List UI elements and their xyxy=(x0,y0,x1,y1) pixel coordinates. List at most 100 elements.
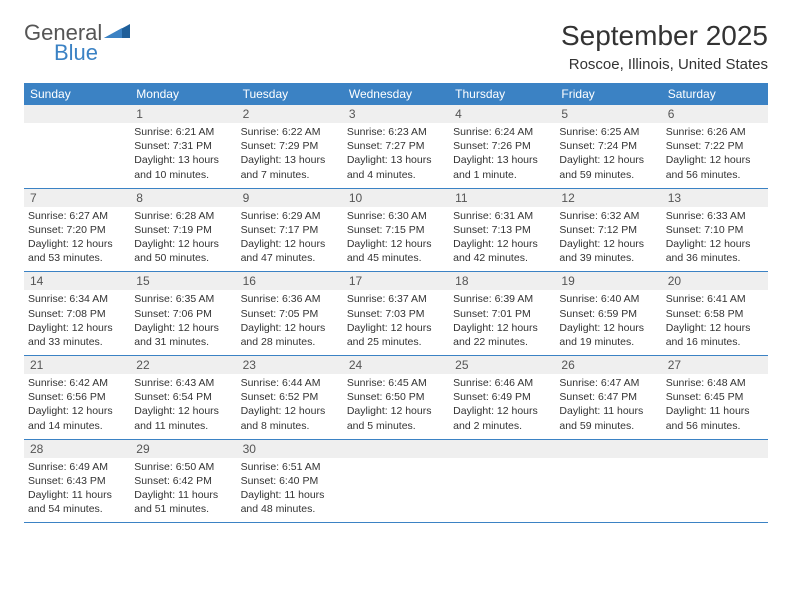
day-cell: Sunrise: 6:39 AMSunset: 7:01 PMDaylight:… xyxy=(449,290,555,355)
day-number xyxy=(555,440,661,458)
day-cell xyxy=(662,458,768,523)
sunrise-text: Sunrise: 6:39 AM xyxy=(453,292,551,306)
day-number: 3 xyxy=(343,105,449,123)
sunset-text: Sunset: 6:56 PM xyxy=(28,390,126,404)
daylight-text: Daylight: 11 hours and 54 minutes. xyxy=(28,488,126,516)
sunset-text: Sunset: 7:19 PM xyxy=(134,223,232,237)
day-number xyxy=(24,105,130,123)
sunrise-text: Sunrise: 6:41 AM xyxy=(666,292,764,306)
day-number: 23 xyxy=(237,356,343,374)
daylight-text: Daylight: 12 hours and 11 minutes. xyxy=(134,404,232,432)
day-number xyxy=(343,440,449,458)
day-cell: Sunrise: 6:44 AMSunset: 6:52 PMDaylight:… xyxy=(237,374,343,439)
sunset-text: Sunset: 7:29 PM xyxy=(241,139,339,153)
sunset-text: Sunset: 7:01 PM xyxy=(453,307,551,321)
daylight-text: Daylight: 12 hours and 39 minutes. xyxy=(559,237,657,265)
sunset-text: Sunset: 6:45 PM xyxy=(666,390,764,404)
sunset-text: Sunset: 7:17 PM xyxy=(241,223,339,237)
daylight-text: Daylight: 12 hours and 25 minutes. xyxy=(347,321,445,349)
day-cell: Sunrise: 6:48 AMSunset: 6:45 PMDaylight:… xyxy=(662,374,768,439)
day-number: 27 xyxy=(662,356,768,374)
day-cell: Sunrise: 6:21 AMSunset: 7:31 PMDaylight:… xyxy=(130,123,236,188)
dow-sunday: Sunday xyxy=(24,83,130,105)
day-number: 21 xyxy=(24,356,130,374)
day-cell: Sunrise: 6:24 AMSunset: 7:26 PMDaylight:… xyxy=(449,123,555,188)
day-cell xyxy=(343,458,449,523)
sunrise-text: Sunrise: 6:23 AM xyxy=(347,125,445,139)
week-row: Sunrise: 6:27 AMSunset: 7:20 PMDaylight:… xyxy=(24,207,768,273)
daylight-text: Daylight: 12 hours and 33 minutes. xyxy=(28,321,126,349)
day-cell: Sunrise: 6:32 AMSunset: 7:12 PMDaylight:… xyxy=(555,207,661,272)
sunrise-text: Sunrise: 6:28 AM xyxy=(134,209,232,223)
calendar-page: General Blue September 2025 Roscoe, Illi… xyxy=(0,0,792,543)
day-cell: Sunrise: 6:40 AMSunset: 6:59 PMDaylight:… xyxy=(555,290,661,355)
day-cell: Sunrise: 6:41 AMSunset: 6:58 PMDaylight:… xyxy=(662,290,768,355)
day-cell: Sunrise: 6:43 AMSunset: 6:54 PMDaylight:… xyxy=(130,374,236,439)
day-number: 15 xyxy=(130,272,236,290)
sunset-text: Sunset: 6:52 PM xyxy=(241,390,339,404)
sunset-text: Sunset: 6:58 PM xyxy=(666,307,764,321)
day-cell xyxy=(555,458,661,523)
day-number: 16 xyxy=(237,272,343,290)
sunrise-text: Sunrise: 6:29 AM xyxy=(241,209,339,223)
calendar-grid: Sunday Monday Tuesday Wednesday Thursday… xyxy=(24,83,768,523)
sunrise-text: Sunrise: 6:44 AM xyxy=(241,376,339,390)
sunset-text: Sunset: 7:06 PM xyxy=(134,307,232,321)
day-cell: Sunrise: 6:37 AMSunset: 7:03 PMDaylight:… xyxy=(343,290,449,355)
daylight-text: Daylight: 12 hours and 22 minutes. xyxy=(453,321,551,349)
day-number: 30 xyxy=(237,440,343,458)
day-number xyxy=(662,440,768,458)
dow-saturday: Saturday xyxy=(662,83,768,105)
day-number-row: 21222324252627 xyxy=(24,356,768,374)
daylight-text: Daylight: 13 hours and 10 minutes. xyxy=(134,153,232,181)
daylight-text: Daylight: 12 hours and 19 minutes. xyxy=(559,321,657,349)
sunrise-text: Sunrise: 6:24 AM xyxy=(453,125,551,139)
daylight-text: Daylight: 12 hours and 2 minutes. xyxy=(453,404,551,432)
day-cell: Sunrise: 6:47 AMSunset: 6:47 PMDaylight:… xyxy=(555,374,661,439)
sunset-text: Sunset: 7:03 PM xyxy=(347,307,445,321)
day-number: 29 xyxy=(130,440,236,458)
day-cell: Sunrise: 6:35 AMSunset: 7:06 PMDaylight:… xyxy=(130,290,236,355)
week-row: Sunrise: 6:49 AMSunset: 6:43 PMDaylight:… xyxy=(24,458,768,524)
sunset-text: Sunset: 7:22 PM xyxy=(666,139,764,153)
day-number: 1 xyxy=(130,105,236,123)
day-number: 8 xyxy=(130,189,236,207)
daylight-text: Daylight: 12 hours and 53 minutes. xyxy=(28,237,126,265)
sunset-text: Sunset: 6:47 PM xyxy=(559,390,657,404)
day-number: 14 xyxy=(24,272,130,290)
sunrise-text: Sunrise: 6:25 AM xyxy=(559,125,657,139)
sunset-text: Sunset: 6:42 PM xyxy=(134,474,232,488)
daylight-text: Daylight: 12 hours and 14 minutes. xyxy=(28,404,126,432)
sunset-text: Sunset: 6:40 PM xyxy=(241,474,339,488)
daylight-text: Daylight: 13 hours and 7 minutes. xyxy=(241,153,339,181)
day-number: 7 xyxy=(24,189,130,207)
day-cell: Sunrise: 6:46 AMSunset: 6:49 PMDaylight:… xyxy=(449,374,555,439)
day-cell: Sunrise: 6:29 AMSunset: 7:17 PMDaylight:… xyxy=(237,207,343,272)
week-row: Sunrise: 6:34 AMSunset: 7:08 PMDaylight:… xyxy=(24,290,768,356)
day-cell: Sunrise: 6:49 AMSunset: 6:43 PMDaylight:… xyxy=(24,458,130,523)
day-number: 18 xyxy=(449,272,555,290)
day-number: 20 xyxy=(662,272,768,290)
week-row: Sunrise: 6:21 AMSunset: 7:31 PMDaylight:… xyxy=(24,123,768,189)
day-of-week-row: Sunday Monday Tuesday Wednesday Thursday… xyxy=(24,83,768,105)
sunset-text: Sunset: 7:12 PM xyxy=(559,223,657,237)
day-number: 24 xyxy=(343,356,449,374)
day-number-row: 282930 xyxy=(24,440,768,458)
day-cell: Sunrise: 6:26 AMSunset: 7:22 PMDaylight:… xyxy=(662,123,768,188)
daylight-text: Daylight: 11 hours and 48 minutes. xyxy=(241,488,339,516)
day-number: 13 xyxy=(662,189,768,207)
day-cell: Sunrise: 6:31 AMSunset: 7:13 PMDaylight:… xyxy=(449,207,555,272)
day-number-row: 123456 xyxy=(24,105,768,123)
day-cell: Sunrise: 6:25 AMSunset: 7:24 PMDaylight:… xyxy=(555,123,661,188)
sunset-text: Sunset: 7:20 PM xyxy=(28,223,126,237)
dow-wednesday: Wednesday xyxy=(343,83,449,105)
day-cell: Sunrise: 6:51 AMSunset: 6:40 PMDaylight:… xyxy=(237,458,343,523)
day-cell: Sunrise: 6:34 AMSunset: 7:08 PMDaylight:… xyxy=(24,290,130,355)
header: General Blue September 2025 Roscoe, Illi… xyxy=(24,20,768,73)
day-cell: Sunrise: 6:33 AMSunset: 7:10 PMDaylight:… xyxy=(662,207,768,272)
day-number: 6 xyxy=(662,105,768,123)
sunrise-text: Sunrise: 6:27 AM xyxy=(28,209,126,223)
sunrise-text: Sunrise: 6:43 AM xyxy=(134,376,232,390)
logo-word-2: Blue xyxy=(54,40,130,66)
sunrise-text: Sunrise: 6:49 AM xyxy=(28,460,126,474)
